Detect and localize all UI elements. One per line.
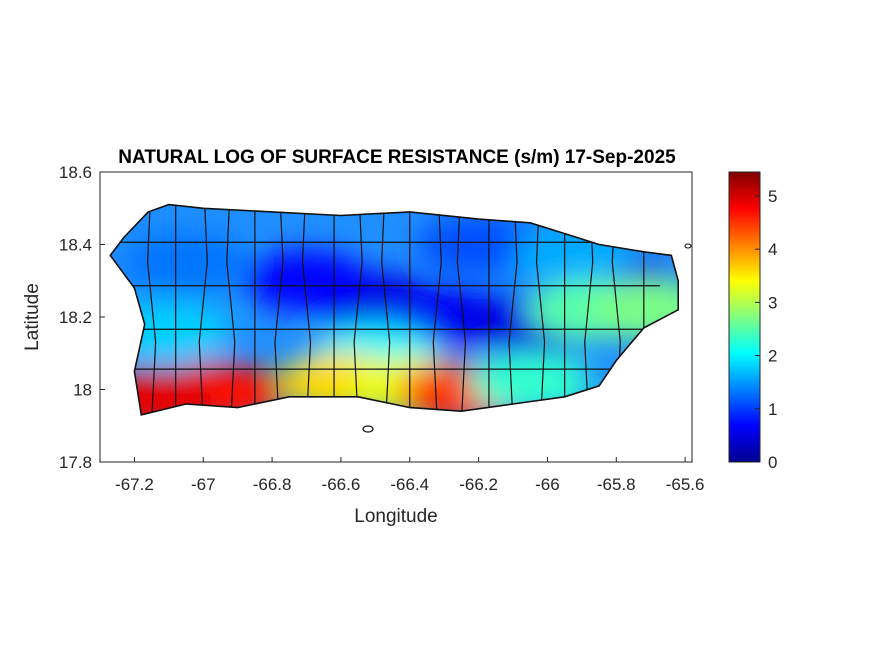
value-region-1	[244, 250, 369, 311]
y-tick-label: 18.2	[59, 308, 92, 327]
value-region-10	[588, 279, 679, 340]
map-layer	[110, 204, 679, 415]
colorbar-tick-label: 5	[768, 187, 777, 206]
chart-title: NATURAL LOG OF SURFACE RESISTANCE (s/m) …	[118, 147, 676, 168]
municipality-boundary	[110, 364, 660, 370]
x-axis: -67.2 -67 -66.8 -66.6 -66.4 -66.2 -66 -65.8 -65.…	[115, 457, 704, 494]
x-tick-label: -66.2	[459, 475, 498, 494]
y-tick-label: 18.6	[59, 163, 92, 182]
islet-east	[684, 243, 692, 249]
islet-caja-de-muertos	[362, 425, 374, 433]
x-tick-label: -66.6	[322, 475, 361, 494]
y-axis: 17.8 18 18.2 18.4 18.6	[59, 163, 105, 472]
colorbar-tick-label: 3	[768, 293, 777, 312]
x-tick-label: -66.4	[390, 475, 429, 494]
y-tick-label: 17.8	[59, 453, 92, 472]
colorbar-tick-label: 0	[768, 453, 777, 472]
value-region-5	[416, 214, 541, 275]
x-axis-label: Longitude	[354, 506, 437, 527]
municipality-boundary	[110, 280, 660, 287]
colorbar	[728, 171, 761, 463]
municipality-boundary	[110, 324, 660, 330]
value-region-7	[124, 232, 249, 293]
y-tick-label: 18	[73, 381, 92, 400]
island-outline	[109, 203, 679, 416]
municipality-boundary	[432, 204, 442, 415]
x-tick-label: -67	[191, 475, 216, 494]
x-tick-label: -67.2	[115, 475, 154, 494]
colorbar-tick-label: 2	[768, 347, 777, 366]
colorbar-tick-label: 1	[768, 400, 777, 419]
municipality-boundary	[147, 204, 157, 415]
x-tick-label: -65.8	[597, 475, 636, 494]
colorbar-ticks: 0 1 2 3 4 5	[755, 187, 777, 472]
municipality-boundary	[198, 204, 208, 415]
colorbar-tick-label: 4	[768, 240, 777, 259]
municipality-boundary	[110, 237, 660, 243]
y-tick-label: 18.4	[59, 236, 92, 255]
x-tick-label: -66.8	[253, 475, 292, 494]
municipality-boundary	[226, 204, 236, 415]
y-axis-label: Latitude	[22, 283, 43, 351]
x-tick-label: -66	[535, 475, 560, 494]
x-tick-label: -65.6	[666, 475, 705, 494]
